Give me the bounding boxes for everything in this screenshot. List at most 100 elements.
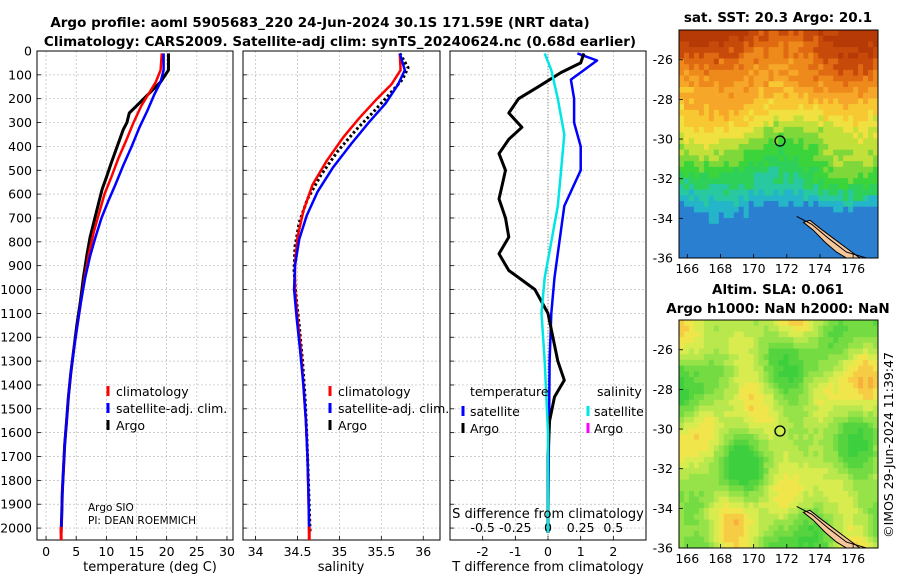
map-cell (793, 354, 799, 361)
map-cell (833, 189, 839, 196)
map-cell (833, 479, 839, 486)
map-cell (823, 377, 829, 384)
map-cell (798, 132, 804, 139)
map-cell (683, 491, 690, 498)
map-cell (683, 64, 690, 71)
map-cell (703, 30, 710, 37)
map-cell (688, 240, 695, 247)
map-cell (788, 445, 794, 452)
map-cell (863, 235, 869, 242)
map-cell (708, 166, 715, 173)
map-cell (688, 149, 695, 156)
map-cell (773, 485, 779, 492)
map-cell (853, 399, 859, 406)
map-cell (848, 513, 854, 520)
map-cell (733, 485, 740, 492)
map-cell (843, 337, 849, 344)
map-cell (718, 496, 725, 503)
map-cell (733, 508, 740, 515)
x-tick-label: 166 (675, 551, 699, 566)
map-cell (813, 64, 819, 71)
map-cell (808, 479, 814, 486)
map-cell (788, 212, 794, 219)
map-cell (818, 388, 824, 395)
map-cell (813, 115, 819, 122)
map-cell (773, 359, 779, 366)
map-cell (708, 58, 715, 65)
map-cell (873, 377, 879, 384)
map-cell (753, 144, 760, 151)
map-cell (683, 354, 690, 361)
map-cell (738, 525, 745, 532)
map-cell (848, 189, 854, 196)
map-cell (703, 354, 710, 361)
map-cell (718, 92, 725, 99)
map-cell (773, 331, 779, 338)
map-cell (693, 411, 700, 418)
map-cell (708, 456, 715, 463)
map-cell (788, 104, 794, 111)
map-cell (838, 337, 844, 344)
map-cell (728, 513, 735, 520)
map-cell (863, 35, 869, 42)
map-cell (683, 394, 690, 401)
map-cell (843, 462, 849, 469)
map-cell (873, 41, 879, 48)
map-cell (773, 468, 779, 475)
map-cell (778, 456, 784, 463)
map-cell (808, 58, 814, 65)
map-cell (758, 354, 764, 361)
map-cell (808, 115, 814, 122)
map-cell (858, 502, 864, 509)
map-cell (718, 144, 725, 151)
map-cell (733, 365, 740, 372)
map-cell (858, 354, 864, 361)
map-cell (703, 201, 710, 208)
map-cell (848, 530, 854, 537)
map-cell (743, 394, 750, 401)
map-cell (728, 121, 735, 128)
map-cell (813, 348, 819, 355)
map-cell (833, 348, 839, 355)
map-cell (793, 348, 799, 355)
map-cell (778, 64, 784, 71)
map-cell (688, 206, 695, 213)
map-cell (728, 405, 735, 412)
map-cell (813, 331, 819, 338)
map-cell (718, 530, 725, 537)
map-cell (738, 405, 745, 412)
map-cell (858, 382, 864, 389)
map-cell (683, 468, 690, 475)
map-cell (783, 64, 789, 71)
map-cell (753, 519, 760, 526)
map-cell (788, 496, 794, 503)
map-cell (753, 502, 760, 509)
map-cell (843, 320, 849, 327)
map-cell (828, 75, 834, 82)
map-cell (803, 399, 809, 406)
map-cell (783, 325, 789, 332)
map-cell (723, 58, 730, 65)
map-cell (693, 399, 700, 406)
map-cell (733, 132, 740, 139)
map-cell (838, 81, 844, 88)
map-cell (743, 354, 750, 361)
map-cell (838, 354, 844, 361)
map-cell (688, 473, 695, 480)
map-cell (868, 320, 874, 327)
map-cell (773, 92, 779, 99)
map-cell (728, 235, 735, 242)
map-cell (793, 468, 799, 475)
map-cell (768, 377, 774, 384)
map-cell (783, 58, 789, 65)
map-cell (798, 325, 804, 332)
map-cell (838, 320, 844, 327)
map-cell (788, 451, 794, 458)
map-cell (873, 359, 879, 366)
map-cell (713, 451, 720, 458)
map-cell (723, 132, 730, 139)
map-cell (748, 35, 755, 42)
map-cell (738, 342, 745, 349)
map-cell (778, 52, 784, 59)
map-cell (833, 428, 839, 435)
